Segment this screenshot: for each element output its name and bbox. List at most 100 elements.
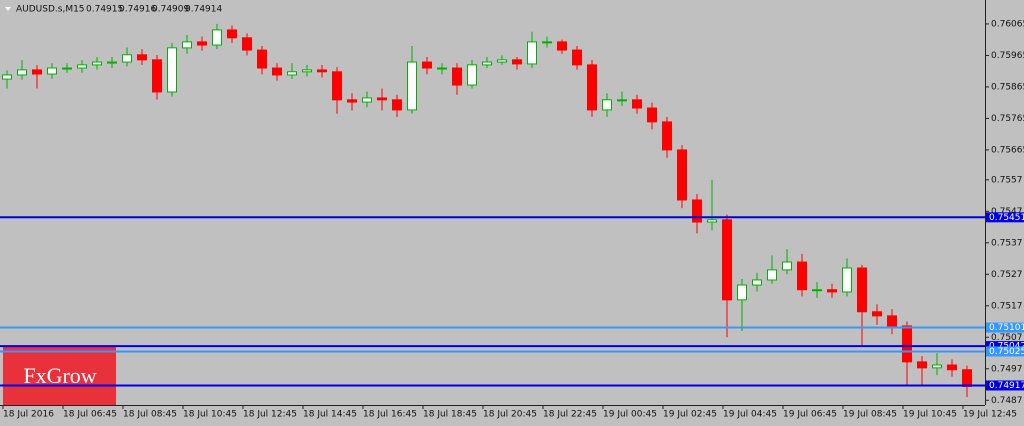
candle-body: [17, 69, 27, 76]
candle-body: [122, 54, 132, 63]
candle-body: [362, 97, 372, 103]
y-tick-label: 0.7517: [991, 301, 1023, 311]
candle-body: [842, 267, 852, 293]
logo-box: [3, 347, 116, 405]
candle-body: [932, 364, 942, 369]
candle-body: [257, 49, 267, 69]
level-label: 0.75101: [989, 323, 1024, 333]
candle-body: [197, 41, 207, 46]
candle-body: [542, 41, 552, 44]
candle-body: [497, 59, 507, 63]
candle-body: [617, 99, 627, 102]
x-tick-label: 18 Jul 08:45: [123, 410, 177, 420]
y-tick-label: 0.7527: [991, 270, 1023, 280]
candle-body: [767, 269, 777, 281]
candle-body: [332, 71, 342, 101]
y-tick-label: 0.7537: [991, 238, 1023, 248]
candle-body: [797, 261, 807, 291]
y-tick-label: 0.7487: [991, 396, 1023, 406]
candle-body: [782, 261, 792, 271]
candle-body: [32, 69, 42, 75]
candle-body: [722, 219, 732, 301]
candle-body: [77, 64, 87, 69]
candle-body: [872, 311, 882, 317]
x-tick-label: 19 Jul 02:45: [663, 410, 717, 420]
ohlc-value: 0.74914: [185, 5, 222, 15]
candle-body: [407, 61, 417, 111]
candle-body: [557, 41, 567, 51]
menu-triangle[interactable]: [5, 7, 11, 11]
candle-body: [962, 369, 972, 387]
x-tick-label: 18 Jul 2016: [3, 410, 54, 420]
candle-body: [422, 61, 432, 69]
level-label: 0.74917: [989, 381, 1024, 391]
candle-body: [572, 49, 582, 66]
candle-body: [587, 64, 597, 111]
candle-body: [287, 71, 297, 76]
candle-body: [752, 279, 762, 286]
candle-body: [527, 41, 537, 65]
x-tick-label: 19 Jul 10:45: [903, 410, 957, 420]
candle-body: [662, 121, 672, 151]
x-tick-label: 18 Jul 14:45: [303, 410, 357, 420]
x-tick-label: 19 Jul 04:45: [723, 410, 777, 420]
y-tick-label: 0.7557: [991, 175, 1023, 185]
level-label-bg: [986, 322, 1024, 333]
y-tick-label: 0.7507: [991, 333, 1023, 343]
candle-body: [437, 67, 447, 70]
x-tick-label: 18 Jul 10:45: [183, 410, 237, 420]
x-tick-label: 18 Jul 22:45: [543, 410, 597, 420]
y-tick-label: 0.75865: [991, 82, 1024, 92]
x-tick-label: 18 Jul 16:45: [363, 410, 417, 420]
candle-body: [62, 67, 72, 70]
level-label: 0.75025: [989, 347, 1024, 357]
candle-body: [47, 67, 57, 75]
y-tick-label: 0.7547: [991, 207, 1023, 217]
candle-body: [812, 289, 822, 292]
candle-body: [392, 99, 402, 111]
x-tick-label: 18 Jul 12:45: [243, 410, 297, 420]
candle-body: [137, 54, 147, 61]
chart-title: AUDUSD.s,M15: [16, 5, 85, 15]
candle-body: [917, 361, 927, 369]
candle-body: [707, 219, 717, 223]
candle-body: [317, 69, 327, 73]
ohlc-value: 0.74915: [86, 5, 123, 15]
ohlc-value: 0.74909: [152, 5, 189, 15]
candle-body: [92, 61, 102, 66]
logo: FxGrow: [23, 363, 96, 388]
candle-body: [602, 99, 612, 111]
y-tick-label: 0.75665: [991, 145, 1024, 155]
candle-body: [677, 149, 687, 201]
y-tick-label: 0.76065: [991, 19, 1024, 29]
x-tick-label: 18 Jul 18:45: [423, 410, 477, 420]
x-tick-label: 19 Jul 12:45: [963, 410, 1017, 420]
candle-body: [152, 59, 162, 93]
level-label-bg: [986, 341, 1024, 352]
candle-body: [902, 325, 912, 363]
candle-body: [737, 284, 747, 301]
candle-body: [347, 99, 357, 103]
x-tick-label: 19 Jul 08:45: [843, 410, 897, 420]
candle-body: [272, 67, 282, 76]
candle-body: [482, 61, 492, 66]
candle-body: [467, 64, 477, 86]
level-label-bg: [986, 212, 1024, 223]
candle-body: [107, 61, 117, 64]
candle-body: [2, 74, 12, 80]
y-tick-label: 0.7497: [991, 364, 1023, 374]
candle-body: [827, 289, 837, 293]
candle-body: [947, 364, 957, 371]
x-tick-label: 19 Jul 06:45: [783, 410, 837, 420]
level-label: 0.75451: [989, 213, 1024, 223]
candle-body: [182, 41, 192, 49]
candle-body: [632, 99, 642, 109]
candle-body: [212, 29, 222, 46]
candle-body: [887, 315, 897, 327]
candle-body: [377, 97, 387, 101]
ohlc-value: 0.74916: [119, 5, 156, 15]
candle-body: [302, 69, 312, 73]
candle-body: [242, 37, 252, 51]
candle-body: [857, 267, 867, 313]
